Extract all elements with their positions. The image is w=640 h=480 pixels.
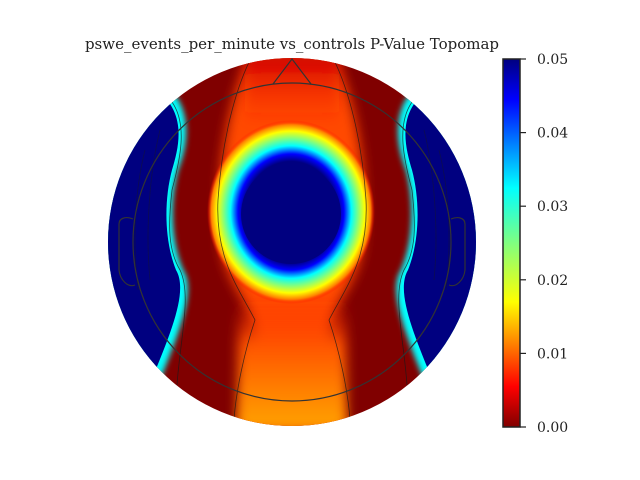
colorbar-tick-label: 0.05 xyxy=(537,52,568,68)
colorbar-tick-label: 0.00 xyxy=(537,420,568,436)
right-ear-icon xyxy=(448,217,466,287)
head-outline xyxy=(118,58,466,402)
occipital-midline-gradient xyxy=(238,300,346,426)
colorbar-ticks: 0.00 0.01 0.02 0.03 0.04 0.05 xyxy=(520,52,568,436)
colorbar-tick-label: 0.02 xyxy=(537,273,568,289)
colorbar-tick-label: 0.01 xyxy=(537,346,568,362)
head-circle xyxy=(132,82,452,402)
contour-lines xyxy=(134,58,450,421)
nose-icon xyxy=(272,58,312,85)
colorbar-gradient xyxy=(502,58,521,428)
head-topomap xyxy=(108,58,476,426)
chart-title: pswe_events_per_minute vs_controls P-Val… xyxy=(85,35,499,53)
frontal-midline-shade xyxy=(245,58,339,125)
colorbar-tick-label: 0.03 xyxy=(537,199,568,215)
colorbar: 0.00 0.01 0.02 0.03 0.04 0.05 xyxy=(502,52,568,436)
colorbar-tick-label: 0.04 xyxy=(537,126,568,142)
central-region-core xyxy=(241,164,341,264)
left-ear-icon xyxy=(118,217,136,287)
